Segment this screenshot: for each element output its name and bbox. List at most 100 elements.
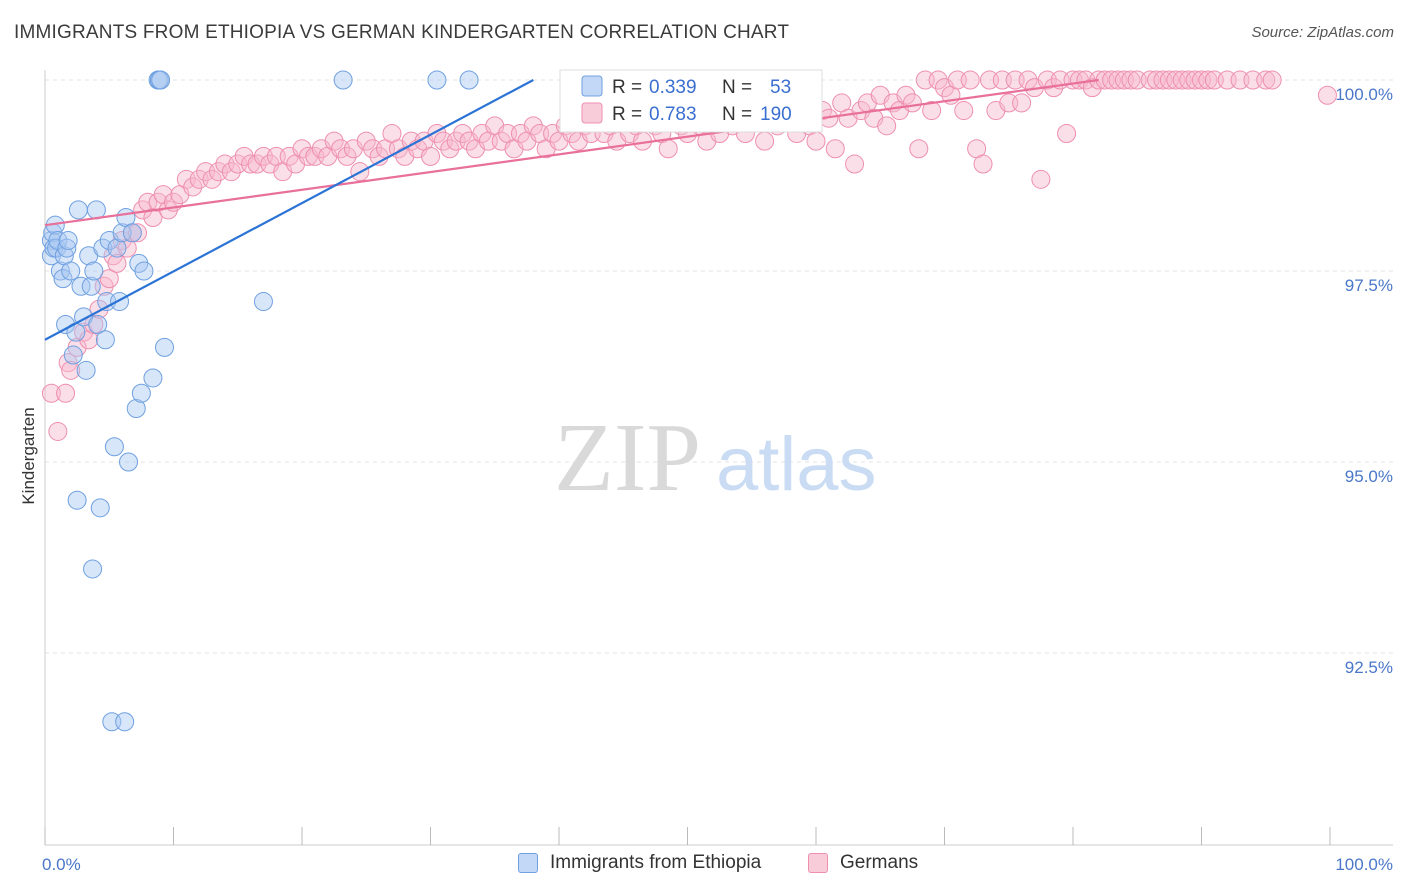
germans-point <box>440 139 460 159</box>
y-tick-label: 97.5% <box>1345 276 1393 295</box>
ethiopia-point <box>119 452 139 472</box>
ethiopia-point <box>95 330 115 350</box>
germans-point <box>99 269 119 289</box>
ethiopia-point <box>88 314 108 334</box>
germans-point <box>41 383 61 403</box>
source-label: Source: ZipAtlas.com <box>1251 24 1394 41</box>
watermark-atlas: atlas <box>716 422 877 507</box>
germans-point <box>845 154 865 174</box>
legend-n-label-blue: N = <box>722 77 752 98</box>
germans-point <box>453 123 473 143</box>
ethiopia-point <box>459 70 479 90</box>
legend-r-value-blue: 0.339 <box>649 77 697 98</box>
germans-points <box>41 70 1337 441</box>
germans-point <box>1057 123 1077 143</box>
germans-point <box>1121 70 1141 90</box>
ethiopia-trend-line <box>44 79 534 341</box>
germans-point <box>324 131 344 151</box>
ethiopia-point <box>58 230 78 250</box>
ethiopia-point <box>253 292 273 312</box>
ethiopia-point <box>68 200 88 220</box>
germans-point <box>107 253 127 273</box>
germans-point <box>61 360 81 380</box>
watermark: ZIP atlas <box>554 404 877 512</box>
legend-label-germans: Germans <box>840 852 919 873</box>
series-legend: Immigrants from Ethiopia Germans <box>0 850 1406 880</box>
ethiopia-point <box>67 490 87 510</box>
germans-point <box>877 116 897 136</box>
ethiopia-point <box>63 345 83 365</box>
ethiopia-point <box>427 70 447 90</box>
germans-point <box>922 101 942 121</box>
legend-r-label-blue: R = <box>612 77 642 98</box>
ethiopia-point <box>71 276 91 296</box>
ethiopia-point <box>122 223 142 243</box>
ethiopia-point <box>50 261 70 281</box>
legend-item-germans[interactable]: Germans <box>808 852 918 874</box>
germans-point <box>909 139 929 159</box>
legend-box <box>559 69 823 133</box>
germans-point <box>960 70 980 90</box>
germans-point <box>928 70 948 90</box>
ethiopia-point <box>110 292 130 312</box>
germans-point <box>356 131 376 151</box>
germans-point <box>337 146 357 166</box>
legend-n-label-pink: N = <box>722 104 752 125</box>
legend-r-value-pink: 0.783 <box>649 104 697 125</box>
legend-swatch-pink <box>581 102 603 124</box>
ethiopia-point <box>104 437 124 457</box>
trend-lines <box>44 78 1099 341</box>
ethiopia-point <box>83 559 103 579</box>
ethiopia-point <box>126 399 146 419</box>
chart-title: IMMIGRANTS FROM ETHIOPIA VS GERMAN KINDE… <box>14 22 790 43</box>
germans-point <box>143 208 163 228</box>
ethiopia-point <box>107 238 127 258</box>
x-tick-label: 0.0% <box>42 855 81 874</box>
legend-n-value-blue: 53 <box>770 77 791 98</box>
ethiopia-point <box>333 70 353 90</box>
germans-point <box>902 93 922 113</box>
germans-point <box>954 101 974 121</box>
ethiopia-point <box>155 337 175 357</box>
germans-point <box>153 185 173 205</box>
germans-point <box>806 131 826 151</box>
ethiopia-point <box>57 238 77 258</box>
ethiopia-point <box>53 269 73 289</box>
ethiopia-point <box>115 712 135 732</box>
germans-point <box>973 154 993 174</box>
y-tick-label: 92.5% <box>1345 658 1393 677</box>
ethiopia-point <box>131 383 151 403</box>
ethiopia-points <box>41 70 479 732</box>
ethiopia-point <box>76 360 96 380</box>
ethiopia-point <box>47 238 67 258</box>
legend-item-ethiopia[interactable]: Immigrants from Ethiopia <box>518 852 761 874</box>
ethiopia-point <box>81 276 101 296</box>
germans-point <box>202 169 222 189</box>
legend-swatch-germans <box>808 853 828 873</box>
germans-point <box>48 421 68 441</box>
grid-layer <box>45 79 1393 654</box>
y-tick-label: 95.0% <box>1345 467 1393 486</box>
germans-point <box>896 85 916 105</box>
ethiopia-point <box>93 238 113 258</box>
correlation-legend: R = 0.339 N = 53 R = 0.783 N = 190 <box>559 69 823 133</box>
germans-point <box>128 223 148 243</box>
ethiopia-point <box>112 223 132 243</box>
germans-trend-line <box>44 78 1099 227</box>
germans-point <box>117 238 137 258</box>
germans-point <box>1256 70 1276 90</box>
legend-label-ethiopia: Immigrants from Ethiopia <box>550 852 762 873</box>
germans-point <box>755 131 775 151</box>
germans-point <box>421 146 440 166</box>
legend-r-label-pink: R = <box>612 104 642 125</box>
germans-point <box>1198 70 1218 90</box>
legend-n-value-pink: 190 <box>760 104 792 125</box>
y-axis-label: Kindergarten <box>19 407 38 504</box>
watermark-zip: ZIP <box>554 404 701 512</box>
germans-point <box>183 177 203 197</box>
legend-swatch-blue <box>581 75 603 97</box>
ethiopia-point <box>151 70 171 90</box>
x-tick-label: 100.0% <box>1335 855 1393 874</box>
ethiopia-point <box>134 261 154 281</box>
